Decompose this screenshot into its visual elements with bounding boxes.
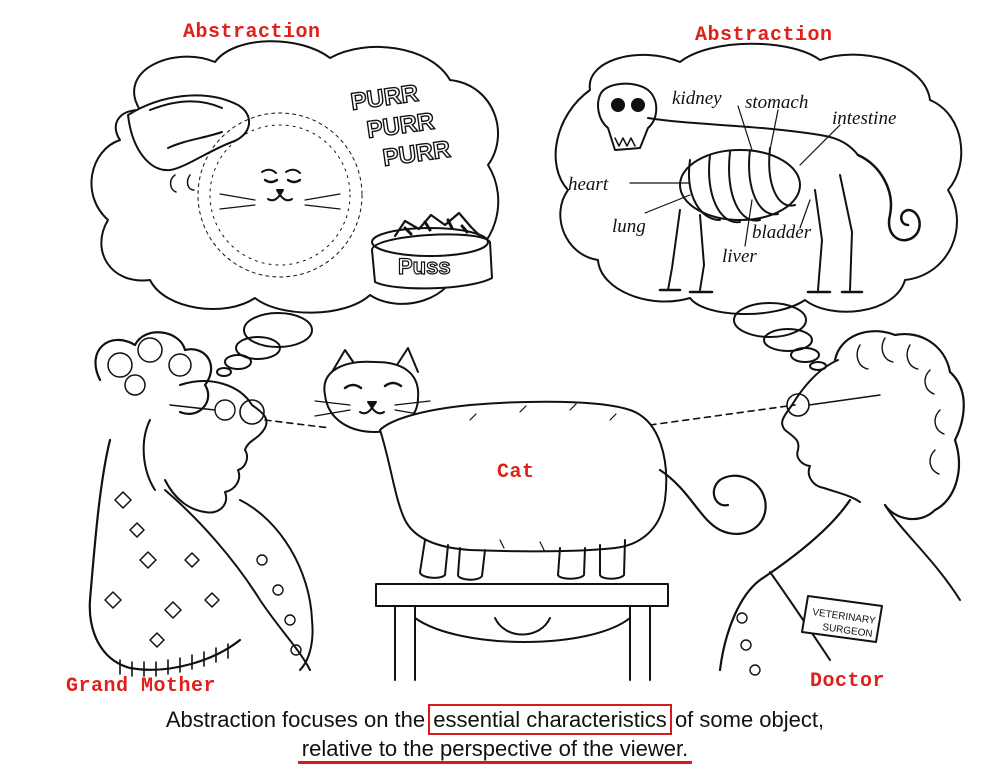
organ-stomach: stomach <box>745 92 808 113</box>
organ-intestine: intestine <box>832 108 896 129</box>
caption-line-1: Abstraction focuses on the essential cha… <box>0 704 990 735</box>
label-cat: Cat <box>497 461 535 484</box>
organ-kidney: kidney <box>672 88 722 109</box>
left-thought-cloud <box>90 40 500 377</box>
caption-highlight-box: essential characteristics <box>428 704 672 735</box>
organ-bladder: bladder <box>752 222 812 243</box>
label-abstraction-right: Abstraction <box>695 24 833 47</box>
caption-line-2: relative to the perspective of the viewe… <box>0 736 990 764</box>
cat-figure <box>314 347 767 581</box>
label-grandmother: Grand Mother <box>66 675 217 698</box>
doctor-figure <box>718 330 965 676</box>
label-doctor: Doctor <box>810 670 886 693</box>
organ-heart: heart <box>568 174 609 195</box>
organ-liver: liver <box>722 246 757 267</box>
caption-part-2: of some object, <box>674 707 825 732</box>
caption-underlined: relative to the perspective of the viewe… <box>297 736 693 764</box>
cat-table <box>375 583 669 681</box>
bowl-label: Puss <box>398 254 451 279</box>
caption-part-1: Abstraction focuses on the <box>165 707 426 732</box>
organ-lung: lung <box>612 216 646 237</box>
purr-text-3: PURR <box>381 136 452 172</box>
right-thought-cloud <box>554 42 963 371</box>
label-abstraction-left: Abstraction <box>183 21 321 44</box>
grandmother-figure <box>88 331 314 677</box>
